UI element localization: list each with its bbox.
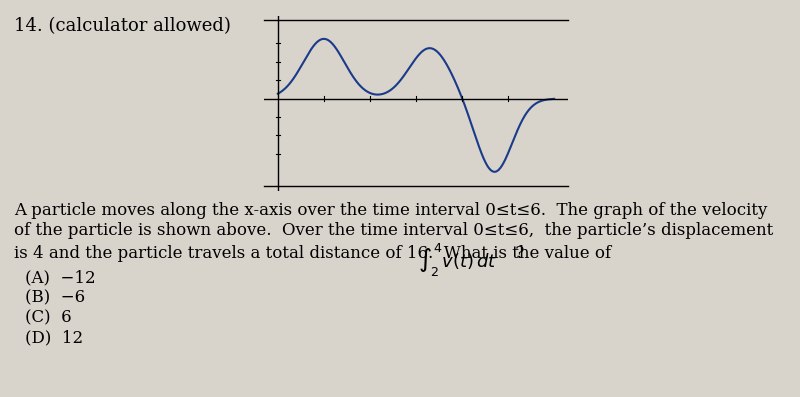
Text: is 4 and the particle travels a total distance of 16.  What is the value of: is 4 and the particle travels a total di… bbox=[14, 245, 611, 262]
Text: ?: ? bbox=[510, 245, 524, 262]
Text: A particle moves along the x-axis over the time interval 0≤t≤6.  The graph of th: A particle moves along the x-axis over t… bbox=[14, 202, 767, 219]
Text: of the particle is shown above.  Over the time interval 0≤t≤6,  the particle’s d: of the particle is shown above. Over the… bbox=[14, 222, 774, 239]
Text: $\int_2^4 v(t)\,dt$: $\int_2^4 v(t)\,dt$ bbox=[418, 242, 498, 279]
Text: (A)  −12: (A) −12 bbox=[25, 269, 96, 286]
Text: (B)  −6: (B) −6 bbox=[25, 289, 85, 306]
Text: (C)  6: (C) 6 bbox=[25, 309, 72, 326]
Text: (D)  12: (D) 12 bbox=[25, 329, 83, 346]
Text: 14. (calculator allowed): 14. (calculator allowed) bbox=[14, 17, 231, 35]
